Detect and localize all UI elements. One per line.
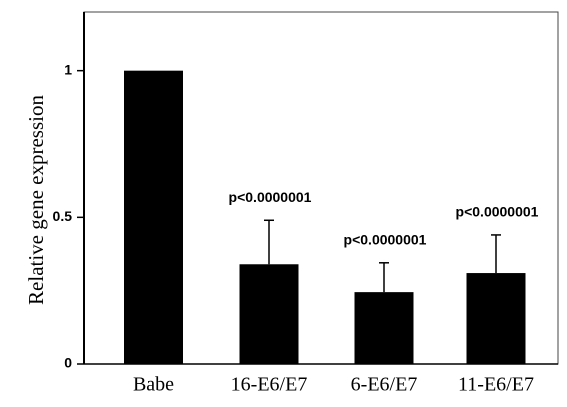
annotation: p<0.0000001 [229, 189, 312, 205]
x-tick-label: 11-E6/E7 [458, 374, 534, 396]
y-tick-label: 1 [64, 61, 72, 77]
x-tick-label: 16-E6/E7 [231, 374, 308, 396]
x-tick-label: 6-E6/E7 [351, 374, 418, 396]
bar [124, 70, 183, 365]
x-tick-label: Babe [133, 374, 174, 396]
bar [466, 273, 526, 364]
annotation: p<0.0000001 [344, 232, 427, 248]
bar [354, 292, 414, 364]
y-tick-label: 0 [64, 355, 72, 371]
annotation: p<0.0000001 [456, 204, 539, 220]
y-tick-label: 0.5 [53, 208, 73, 224]
y-axis-label: Relative gene expression [24, 95, 48, 305]
bar [239, 264, 299, 364]
